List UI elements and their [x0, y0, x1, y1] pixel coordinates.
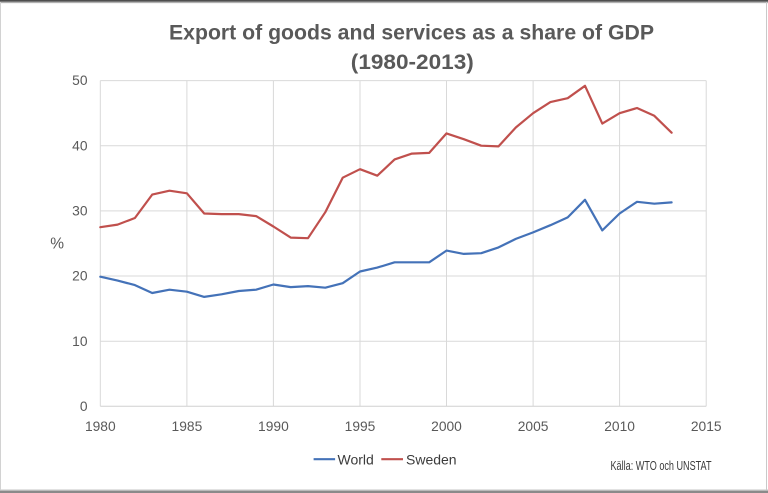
svg-text:50: 50 — [72, 73, 88, 88]
svg-text:World: World — [338, 452, 374, 468]
svg-text:2000: 2000 — [431, 419, 462, 434]
svg-text:1995: 1995 — [345, 419, 376, 434]
svg-text:1990: 1990 — [258, 419, 289, 434]
svg-text:30: 30 — [72, 204, 88, 219]
svg-text:40: 40 — [72, 138, 88, 153]
svg-text:Sweden: Sweden — [406, 452, 457, 468]
svg-text:20: 20 — [72, 269, 88, 284]
svg-text:Export of goods and services a: Export of goods and services as a share … — [169, 20, 654, 44]
svg-text:2005: 2005 — [518, 419, 549, 434]
svg-text:10: 10 — [72, 334, 88, 349]
svg-text:0: 0 — [80, 399, 88, 414]
svg-text:1980: 1980 — [85, 419, 116, 434]
svg-text:(1980-2013): (1980-2013) — [351, 50, 474, 74]
svg-text:1985: 1985 — [172, 419, 203, 434]
svg-text:%: % — [50, 235, 64, 252]
svg-text:Källa: WTO och UNSTAT: Källa: WTO och UNSTAT — [611, 458, 712, 473]
svg-text:2015: 2015 — [691, 419, 722, 434]
svg-text:2010: 2010 — [604, 419, 635, 434]
